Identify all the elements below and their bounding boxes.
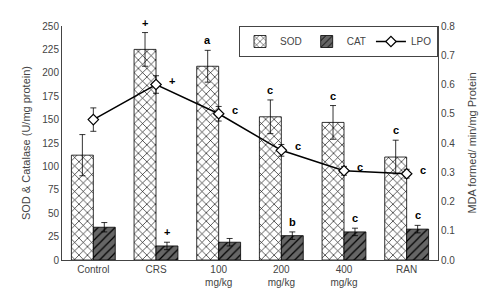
svg-text:0.8: 0.8 xyxy=(441,21,455,32)
svg-text:CRS: CRS xyxy=(145,264,166,275)
svg-text:200mg/kg: 200mg/kg xyxy=(268,264,295,288)
svg-text:c: c xyxy=(330,90,336,102)
svg-text:+: + xyxy=(164,226,170,238)
svg-text:0: 0 xyxy=(53,255,59,266)
svg-text:LPO: LPO xyxy=(411,36,431,47)
svg-text:CAT: CAT xyxy=(347,36,366,47)
svg-text:a: a xyxy=(204,34,211,46)
svg-text:100mg/kg: 100mg/kg xyxy=(205,264,232,288)
svg-text:MDA formed/ min/mg Protein: MDA formed/ min/mg Protein xyxy=(466,72,478,213)
svg-text:200: 200 xyxy=(42,67,59,78)
svg-text:150: 150 xyxy=(42,114,59,125)
svg-text:0.2: 0.2 xyxy=(441,196,455,207)
svg-text:RAN: RAN xyxy=(396,264,417,275)
svg-text:c: c xyxy=(267,84,273,96)
svg-text:SOD: SOD xyxy=(280,36,302,47)
svg-text:0.1: 0.1 xyxy=(441,225,455,236)
svg-text:c: c xyxy=(415,209,421,221)
svg-text:75: 75 xyxy=(48,184,60,195)
svg-text:250: 250 xyxy=(42,21,59,32)
svg-text:c: c xyxy=(420,164,426,176)
svg-text:c: c xyxy=(393,124,399,136)
svg-text:c: c xyxy=(295,140,301,152)
svg-text:125: 125 xyxy=(42,138,59,149)
svg-text:SOD & Catalase (U/mg protein): SOD & Catalase (U/mg protein) xyxy=(20,66,32,220)
svg-text:175: 175 xyxy=(42,91,59,102)
svg-text:0.7: 0.7 xyxy=(441,50,455,61)
svg-text:+: + xyxy=(142,17,148,29)
svg-text:400mg/kg: 400mg/kg xyxy=(330,264,357,288)
svg-text:c: c xyxy=(232,104,238,116)
svg-text:25: 25 xyxy=(48,231,60,242)
svg-text:0.6: 0.6 xyxy=(441,79,455,90)
svg-text:+: + xyxy=(169,75,175,87)
svg-text:225: 225 xyxy=(42,44,59,55)
svg-text:0.0: 0.0 xyxy=(441,255,455,266)
svg-text:0.3: 0.3 xyxy=(441,167,455,178)
svg-text:b: b xyxy=(289,216,296,228)
svg-text:Control: Control xyxy=(77,264,109,275)
svg-text:c: c xyxy=(357,161,363,173)
svg-text:100: 100 xyxy=(42,161,59,172)
svg-text:0.4: 0.4 xyxy=(441,138,455,149)
svg-text:0.5: 0.5 xyxy=(441,108,455,119)
svg-text:c: c xyxy=(352,212,358,224)
svg-text:50: 50 xyxy=(48,208,60,219)
